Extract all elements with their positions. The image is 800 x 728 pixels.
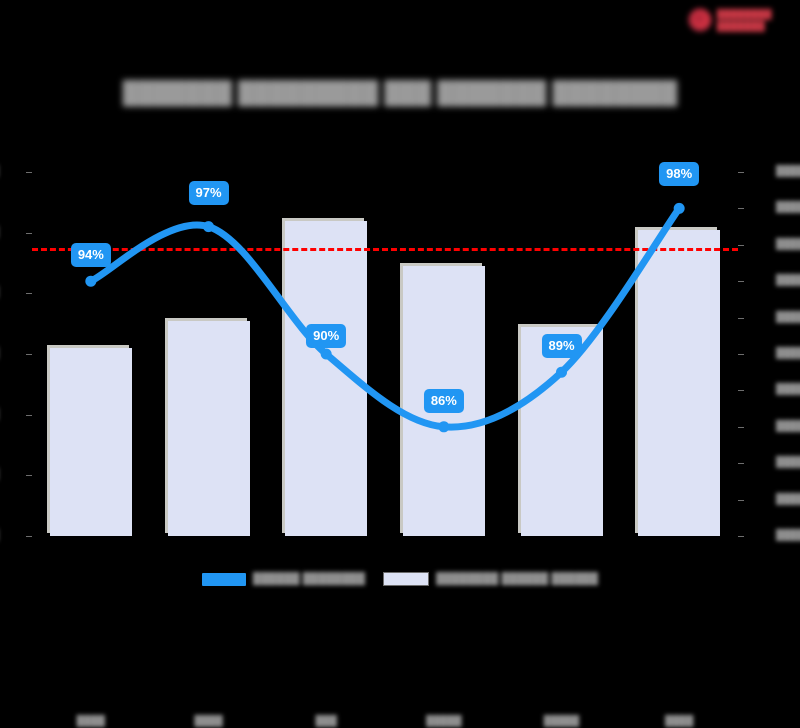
logo-wordmark: ████████ ███████	[717, 8, 773, 31]
right-axis-tick-label-text: ████	[776, 420, 800, 432]
right-axis-tick-label-text: ████	[776, 311, 800, 323]
right-axis-tick-label-text: ████	[776, 238, 800, 250]
left-axis-tick	[26, 172, 32, 173]
data-label: 86%	[423, 388, 464, 413]
bar	[167, 320, 250, 536]
data-label: 98%	[659, 162, 700, 187]
right-axis-tick-label-text: ████	[776, 457, 800, 469]
category-label: ████	[194, 716, 222, 728]
data-label: 89%	[541, 334, 582, 359]
bar	[638, 229, 721, 536]
category-label: ████	[665, 716, 693, 728]
category-label: █████	[426, 716, 461, 728]
legend-item[interactable]: ██████ ████████	[201, 572, 365, 586]
logo-mark-icon	[688, 8, 712, 32]
data-label: 97%	[188, 180, 229, 205]
right-axis-tick	[738, 536, 744, 537]
right-axis-tick	[738, 281, 744, 283]
right-axis-tick-label: ████	[776, 530, 800, 541]
right-axis-tick	[738, 244, 744, 246]
right-axis-tick-label: ████	[776, 494, 800, 505]
chart-title: ███████ █████████ ███ ███████ ████████	[0, 80, 800, 106]
line-point	[203, 221, 214, 233]
line-point	[85, 275, 97, 287]
chart-legend: ██████ ████████ ████████ ██████ ██████	[0, 572, 800, 586]
plot-area: █████████████████████ ██████████████████…	[26, 162, 800, 727]
legend-swatch-line	[201, 572, 246, 586]
line-path	[87, 204, 683, 431]
right-axis-tick-label-text: ████	[776, 384, 800, 396]
legend-label: ██████ ████████	[253, 573, 365, 586]
left-axis-tick	[26, 354, 32, 355]
line-point	[320, 348, 332, 360]
chart-title-text: ███████ █████████ ███ ███████ ████████	[122, 80, 678, 105]
right-axis-tick-label-text: ████	[776, 166, 800, 177]
right-axis-tick-label-text: ████	[776, 275, 800, 287]
left-axis-tick	[26, 536, 32, 537]
right-axis-tick-label-text: ████	[776, 202, 800, 214]
line-point-markers	[85, 202, 685, 433]
category-label-text: █████	[543, 716, 580, 727]
right-axis-tick-label: ████	[776, 457, 800, 468]
category-label-text: █████	[426, 716, 462, 727]
category-label-text: ███	[315, 716, 337, 727]
right-axis-tick-label: ████	[776, 239, 800, 250]
right-axis-tick-label: ████	[776, 312, 800, 323]
left-axis-tick	[26, 232, 32, 234]
line-point	[556, 366, 567, 378]
right-axis-tick-label: ████	[776, 275, 800, 286]
category-label-text: ████	[76, 716, 105, 727]
data-label: 90%	[306, 324, 347, 348]
company-logo: ████████ ███████	[688, 4, 792, 36]
right-axis-tick-label: ████	[776, 202, 800, 213]
category-label: ████	[77, 716, 105, 728]
right-axis-tick	[738, 390, 744, 392]
logo-wordmark-line-2: ███████	[717, 20, 766, 31]
right-axis-tick	[738, 172, 744, 173]
line-point	[673, 202, 685, 214]
right-axis-tick-label: ████	[776, 421, 800, 432]
legend-label-text: ██████ ████████	[252, 572, 366, 585]
right-axis-tick	[738, 317, 744, 319]
right-axis-tick-label: ████	[776, 166, 800, 177]
category-label: █████	[544, 716, 579, 728]
right-axis-tick	[738, 463, 744, 465]
legend-swatch-bar	[383, 572, 430, 586]
line-point	[438, 421, 450, 433]
right-axis-tick-label-text: ████	[776, 348, 800, 359]
left-axis-tick	[26, 414, 32, 416]
right-axis-tick-label: ████	[776, 384, 800, 395]
legend-label: ████████ ██████ ██████	[436, 573, 598, 586]
left-axis-tick	[26, 475, 32, 477]
data-label: 94%	[70, 243, 111, 268]
category-label-text: ████	[194, 716, 223, 727]
bar	[520, 326, 603, 536]
right-axis-tick-label-text: ████	[776, 530, 800, 541]
legend-item[interactable]: ████████ ██████ ██████	[383, 572, 598, 586]
bar	[49, 347, 132, 536]
right-axis-tick	[738, 208, 744, 210]
legend-label-text: ████████ ██████ ██████	[436, 572, 599, 585]
right-axis-tick	[738, 426, 744, 428]
logo-wordmark-line-1: ████████	[717, 8, 773, 19]
threshold-line	[32, 247, 738, 251]
line-series	[85, 202, 685, 433]
right-axis-tick	[738, 354, 744, 355]
left-axis-tick	[26, 293, 32, 295]
category-label-text: ████	[664, 716, 694, 727]
category-label: ███	[316, 716, 337, 728]
right-axis-tick	[738, 499, 744, 501]
right-axis-tick-label-text: ████	[776, 493, 800, 505]
right-axis-tick-label: ████	[776, 348, 800, 359]
